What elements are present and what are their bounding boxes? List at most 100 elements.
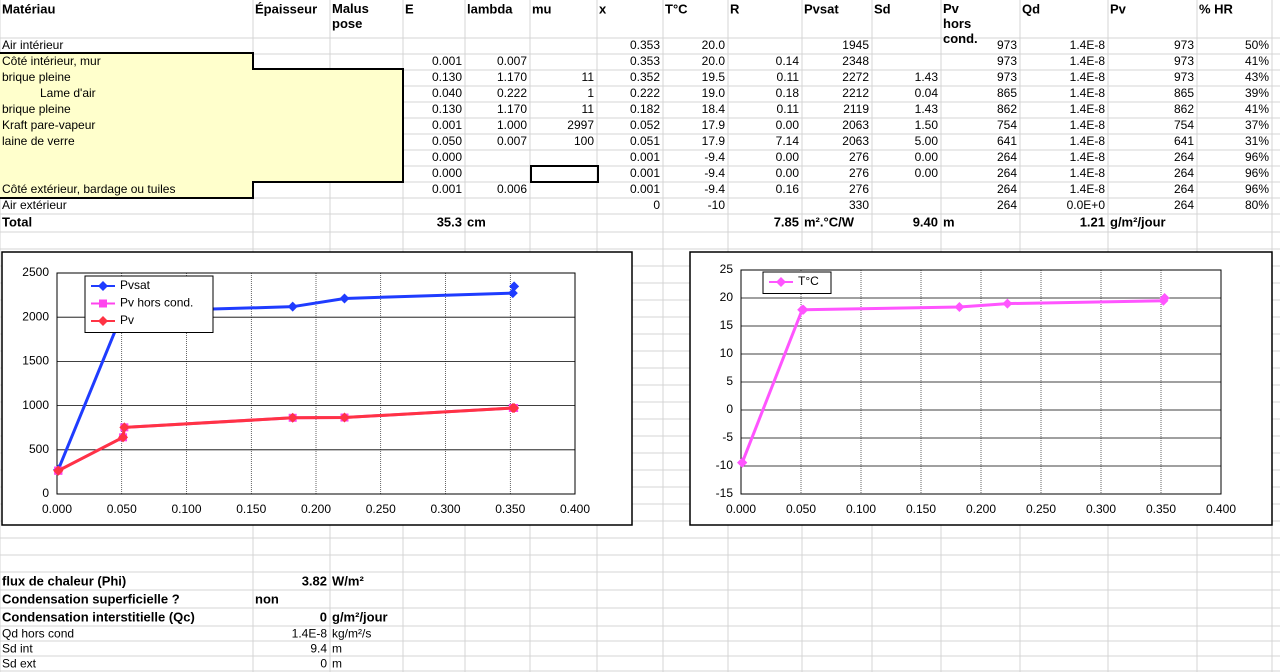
y-tick-label: 25	[720, 262, 734, 276]
cell: 0.007	[497, 134, 527, 148]
column-header: Malus pose	[332, 1, 372, 31]
cell: 0.16	[776, 182, 800, 196]
cell: 754	[1174, 118, 1194, 132]
legend-marker	[99, 299, 107, 308]
cell: 0.353	[630, 38, 660, 52]
cell: 264	[997, 198, 1017, 212]
x-tick-label: 0.400	[1206, 502, 1236, 516]
cell: 973	[997, 38, 1017, 52]
cell: 1.4E-8	[1070, 102, 1106, 116]
y-tick-label: 10	[720, 346, 734, 360]
cell: 20.0	[702, 38, 726, 52]
cell: 1.4E-8	[1070, 166, 1106, 180]
column-header: Pv	[1110, 1, 1127, 16]
material-name: Côté extérieur, bardage ou tuiles	[2, 182, 175, 196]
cell: 1.43	[915, 102, 939, 116]
summary-cell: m	[332, 642, 342, 656]
total-cell: 1.21	[1080, 214, 1105, 229]
x-tick-label: 0.300	[430, 502, 460, 516]
cell: 0.000	[432, 166, 462, 180]
cell: 50%	[1245, 38, 1269, 52]
x-tick-label: 0.100	[846, 502, 876, 516]
cell: 18.4	[702, 102, 726, 116]
summary-cell: Sd int	[2, 642, 33, 656]
cell: -9.4	[704, 182, 725, 196]
data-point	[53, 465, 64, 476]
data-point	[507, 288, 518, 299]
y-tick-label: 15	[720, 318, 734, 332]
plot-area	[740, 269, 1222, 495]
cell: 0.000	[432, 150, 462, 164]
y-tick-label: -10	[716, 458, 734, 472]
cell: 2212	[842, 86, 869, 100]
x-tick-label: 0.050	[786, 502, 816, 516]
cell: 11	[582, 70, 595, 84]
column-header: mu	[532, 1, 552, 16]
y-tick-label: 0	[42, 486, 49, 500]
data-point	[954, 301, 965, 312]
total-cell: Total	[2, 214, 32, 229]
cell: 20.0	[702, 54, 726, 68]
summary-cell: flux de chaleur (Phi)	[2, 573, 126, 588]
cell: 276	[849, 150, 869, 164]
summary-cell: m	[332, 657, 342, 671]
cell: 276	[849, 182, 869, 196]
summary-cell: non	[255, 591, 279, 606]
cell: 17.9	[702, 118, 726, 132]
cell: 19.0	[702, 86, 726, 100]
cell: 973	[997, 54, 1017, 68]
data-point	[118, 432, 129, 443]
cell: 0.353	[630, 54, 660, 68]
cell: 0.001	[630, 150, 660, 164]
cell: 41%	[1245, 54, 1269, 68]
cell: 0.130	[432, 102, 462, 116]
cell: 0.0E+0	[1067, 198, 1106, 212]
cell: 0.11	[777, 102, 800, 116]
total-cell: 35.3	[437, 214, 462, 229]
material-name: Côté intérieur, mur	[2, 54, 101, 68]
legend-label: Pvsat	[120, 278, 151, 292]
cell: 264	[1174, 198, 1194, 212]
cell: 96%	[1245, 182, 1269, 196]
summary-cell: g/m²/jour	[332, 609, 388, 624]
summary-cell: 0	[320, 609, 327, 624]
column-header: E	[405, 1, 414, 16]
cell: -9.4	[704, 150, 725, 164]
cell: 1.170	[497, 70, 527, 84]
cell: 0.00	[776, 118, 800, 132]
total-cell: m	[943, 214, 955, 229]
y-tick-label: 20	[720, 290, 734, 304]
data-point	[1002, 298, 1013, 309]
cell: 0.00	[776, 166, 800, 180]
column-header: x	[599, 1, 607, 16]
charts: 0 500 1000 1500 2000 2500 0.000 0.050 0.100 0.150…	[1, 251, 1273, 526]
column-header: Épaisseur	[255, 1, 317, 16]
input-cell	[0, 182, 253, 198]
cell: 973	[1174, 70, 1194, 84]
cell: 0.18	[776, 86, 800, 100]
cell: 1.4E-8	[1070, 182, 1106, 196]
summary-cell: 1.4E-8	[292, 627, 328, 641]
total-cell: 9.40	[913, 214, 938, 229]
cell: 862	[1174, 102, 1194, 116]
summary-cell: Condensation superficielle ?	[2, 591, 180, 606]
cell: 0.050	[432, 134, 462, 148]
column-header: lambda	[467, 1, 513, 16]
cell: 1.4E-8	[1070, 38, 1106, 52]
cell: 0.001	[432, 118, 462, 132]
input-border	[0, 52, 404, 199]
cell: 11	[582, 102, 595, 116]
selected-cell[interactable]	[530, 165, 599, 183]
cell: 80%	[1245, 198, 1269, 212]
cell: 754	[997, 118, 1017, 132]
material-name: brique pleine	[2, 102, 71, 116]
material-name: brique pleine	[2, 70, 71, 84]
column-header: Pv hors cond.	[943, 1, 978, 46]
cell: 0.051	[630, 134, 660, 148]
cell: 0.001	[432, 54, 462, 68]
cell: 865	[1174, 86, 1194, 100]
cell: 100	[574, 134, 594, 148]
cell: 264	[1174, 150, 1194, 164]
cell: 7.14	[776, 134, 800, 148]
material-name: Air extérieur	[2, 198, 67, 212]
